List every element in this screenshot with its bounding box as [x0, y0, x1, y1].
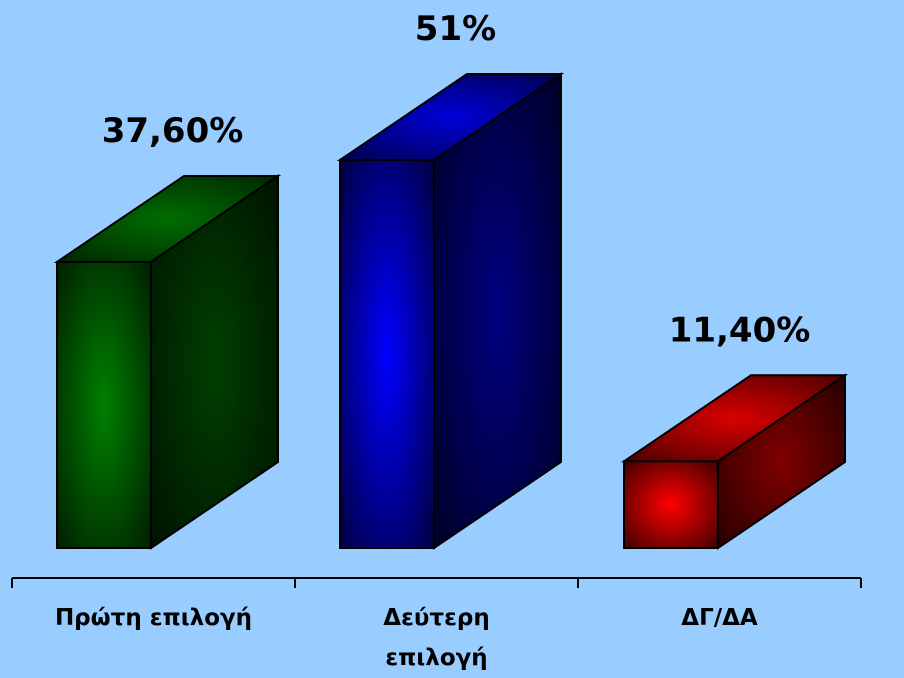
bar-front-face — [56, 260, 152, 549]
bar-3 — [620, 373, 849, 550]
labels: 37,60% Πρώτη επιλογή 51% Δεύτερη επιλογή 11,4… — [55, 9, 810, 671]
bar-2 — [336, 72, 565, 550]
data-label: 11,40% — [669, 310, 811, 350]
bar-front-face — [623, 460, 719, 550]
bars — [53, 72, 849, 550]
data-label: 37,60% — [102, 111, 244, 151]
x-tick-label: ΔΓ/ΔΑ — [681, 605, 758, 631]
bar-1 — [53, 174, 282, 550]
bar-front-face — [339, 159, 435, 549]
x-tick-label: επιλογή — [385, 645, 487, 671]
x-tick-label: Πρώτη επιλογή — [55, 605, 252, 631]
data-label: 51% — [415, 9, 496, 49]
x-axis — [11, 577, 862, 588]
x-tick-label: Δεύτερη — [383, 605, 489, 631]
